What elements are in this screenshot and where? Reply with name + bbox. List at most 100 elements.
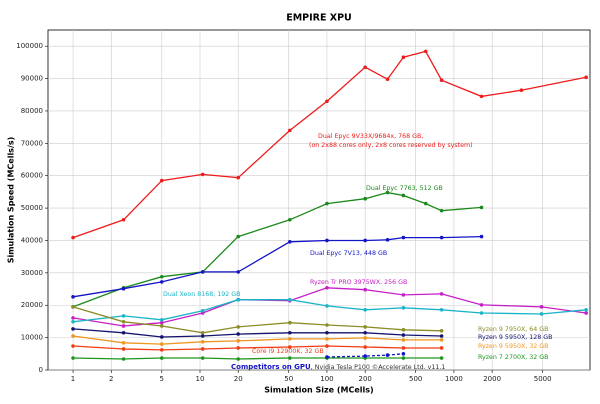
data-point — [71, 356, 75, 360]
data-point — [236, 332, 241, 336]
series-label: Core i9 12900K, 32 GB — [252, 348, 324, 355]
series-name: Competitors on GPU — [231, 363, 311, 371]
series-line — [72, 345, 442, 351]
data-point — [288, 320, 292, 325]
data-point — [121, 357, 126, 361]
data-point — [71, 316, 75, 320]
data-point — [439, 329, 444, 333]
data-point — [121, 314, 126, 318]
data-point — [325, 355, 329, 359]
data-point — [401, 328, 406, 332]
data-point — [200, 340, 205, 344]
data-point — [539, 305, 544, 309]
data-point — [401, 293, 406, 297]
series-label: Dual Epyc 9V33X/9684x, 768 GB, — [318, 133, 423, 140]
series-name: Dual Epyc 7763, 512 GB — [366, 185, 443, 192]
series-name: Dual Xeon 8168, 192 GB — [163, 291, 240, 298]
data-point — [121, 330, 126, 335]
series-label: Competitors on GPU, Nvidia Tesla P100 ©A… — [231, 363, 445, 371]
data-point — [288, 239, 292, 244]
data-point — [159, 178, 164, 183]
data-point — [423, 201, 428, 206]
series-note: (on 2x88 cores only, 2x8 cores reserved … — [309, 142, 473, 149]
data-point — [401, 306, 406, 310]
x-tick-label: 10 — [196, 375, 205, 383]
data-point — [584, 75, 588, 80]
data-point — [423, 49, 428, 54]
data-point — [325, 99, 329, 104]
data-point — [363, 196, 367, 201]
data-point — [479, 234, 484, 239]
data-point — [288, 297, 292, 302]
x-tick-label: 50 — [284, 375, 293, 383]
data-point — [325, 330, 329, 335]
data-point — [439, 78, 444, 82]
data-point — [325, 337, 329, 341]
data-point — [439, 356, 444, 360]
series-label: Ryzen 9 5950X, 128 GB — [478, 334, 553, 341]
data-point — [159, 318, 164, 322]
x-tick-label: 2000 — [483, 375, 501, 383]
data-point — [479, 205, 484, 210]
data-point — [539, 312, 544, 316]
data-point — [584, 311, 588, 315]
series-line — [72, 306, 442, 334]
data-point — [363, 238, 367, 243]
y-tick-label: 20000 — [21, 301, 43, 309]
data-point — [159, 324, 164, 328]
data-point — [71, 295, 75, 299]
data-point — [479, 94, 484, 99]
y-tick-label: 30000 — [21, 269, 43, 277]
data-point — [363, 287, 367, 292]
data-point — [401, 193, 406, 198]
data-point — [288, 337, 292, 341]
data-point — [401, 235, 406, 240]
data-point — [121, 319, 126, 324]
series-name: Ryzen 7 2700X, 32 GB — [478, 354, 549, 361]
series-name: Ryzen 9 5950X, 32 GB — [478, 343, 549, 350]
data-point — [159, 274, 164, 279]
data-point — [159, 342, 164, 346]
data-point — [159, 356, 164, 360]
data-point — [71, 319, 75, 324]
y-tick-label: 0 — [39, 366, 43, 374]
data-point — [584, 307, 588, 312]
data-point — [363, 325, 367, 329]
x-tick-label: 1 — [71, 375, 75, 383]
data-point — [121, 347, 126, 351]
chart-title: EMPIRE XPU — [286, 13, 352, 24]
data-point — [236, 346, 241, 350]
data-point — [200, 330, 205, 335]
data-point — [159, 320, 164, 325]
series-label: Ryzen 9 5950X, 32 GB — [478, 343, 549, 350]
data-point — [200, 308, 205, 313]
data-point — [121, 286, 126, 291]
y-tick-label: 90000 — [21, 75, 43, 83]
data-point — [71, 344, 75, 348]
x-tick-label: 500 — [409, 375, 422, 383]
y-tick-label: 70000 — [21, 139, 43, 147]
data-point — [439, 235, 444, 240]
data-point — [121, 341, 126, 345]
y-tick-label: 40000 — [21, 236, 43, 244]
series-line — [72, 235, 482, 298]
data-point — [71, 334, 75, 338]
series-line — [72, 299, 587, 323]
data-point — [200, 347, 205, 351]
data-point — [401, 333, 406, 337]
x-tick-label: 5 — [160, 375, 164, 383]
data-point — [479, 311, 484, 315]
x-tick-label: 1000 — [445, 375, 463, 383]
series-name: Core i9 12900K, 32 GB — [252, 348, 324, 355]
data-point — [159, 348, 164, 352]
y-axis-label: Simulation Speed (MCells/s) — [7, 137, 16, 264]
data-point — [288, 217, 292, 222]
data-point — [288, 356, 292, 360]
data-point — [519, 88, 524, 93]
series-name: Ryzen 9 7950X, 64 GB — [478, 326, 549, 333]
series-label: Ryzen Tr PRO 3975WX, 256 GB — [310, 279, 407, 286]
data-point — [200, 334, 205, 338]
data-point — [288, 345, 292, 349]
series-name: Ryzen Tr PRO 3975WX, 256 GB — [310, 279, 407, 286]
